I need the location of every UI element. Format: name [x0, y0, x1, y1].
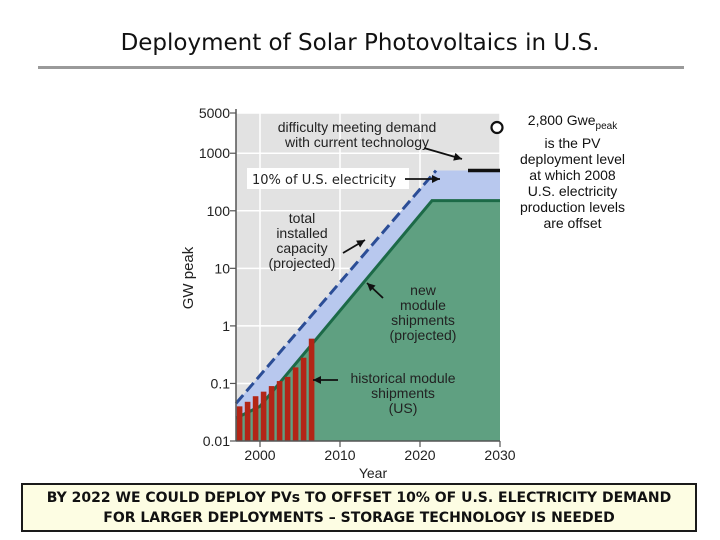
annotation-new-shipments: (projected)	[390, 327, 457, 343]
note-line1-subscript: peak	[595, 120, 618, 132]
y-tick-label: 0.01	[203, 433, 230, 449]
banner-line-1: BY 2022 WE COULD DEPLOY PVs TO OFFSET 10…	[46, 490, 672, 506]
annotation-historical-shipments: (US)	[389, 400, 418, 416]
historical-shipment-bar	[236, 406, 243, 441]
annotation-installed-capacity: (projected)	[269, 255, 336, 271]
x-tick-label: 2000	[244, 447, 275, 463]
y-tick-label: 1000	[199, 145, 230, 161]
note-line1-prefix: 2,800 Gwe	[527, 112, 596, 128]
historical-shipment-bar	[300, 357, 307, 441]
banner-line-2: FOR LARGER DEPLOYMENTS – STORAGE TECHNOL…	[103, 510, 615, 526]
y-axis-label: GW peak	[180, 246, 197, 309]
annotation-new-shipments: shipments	[391, 312, 455, 328]
x-tick-label: 2030	[484, 447, 515, 463]
annotation-historical-shipments: shipments	[371, 385, 435, 401]
note-line: U.S. electricity	[527, 182, 618, 199]
x-tick-label: 2020	[404, 447, 435, 463]
annotation-installed-capacity: installed	[276, 225, 327, 241]
y-tick-label: 0.1	[211, 375, 231, 391]
note-line: production levels	[519, 198, 626, 215]
deployment-target-marker	[490, 120, 504, 135]
y-tick-label: 10	[214, 260, 230, 276]
historical-shipment-bar	[292, 367, 299, 441]
annotation-ten-percent: 10% of U.S. electricity	[252, 173, 397, 188]
historical-shipment-bar	[284, 376, 291, 441]
historical-shipment-bar	[308, 338, 315, 441]
y-tick-label: 100	[207, 203, 231, 219]
x-axis-label: Year	[359, 465, 388, 481]
annotation-difficulty-demand: difficulty meeting demand	[278, 119, 437, 135]
note-line: are offset	[543, 214, 602, 231]
annotation-installed-arrow-head	[356, 240, 365, 248]
annotation-difficulty-demand: with current technology	[284, 134, 429, 150]
historical-shipment-bar	[268, 386, 275, 441]
annotation-new-shipments: module	[400, 297, 446, 313]
note-line: is the PV	[544, 134, 601, 151]
conclusion-banner: BY 2022 WE COULD DEPLOY PVs TO OFFSET 10…	[21, 483, 697, 532]
annotation-ten-percent-arrow-head	[432, 175, 440, 183]
historical-shipment-bar	[260, 391, 267, 441]
note-line: at which 2008	[529, 166, 616, 183]
installed-capacity-dashed-line	[234, 169, 438, 405]
annotation-difficulty-arrow-head	[453, 152, 462, 161]
ten-percent-label-box	[247, 168, 409, 189]
historical-shipment-bar	[244, 401, 251, 441]
slide-title: Deployment of Solar Photovoltaics in U.S…	[120, 30, 600, 56]
y-tick-label: 5000	[199, 105, 230, 121]
annotation-installed-capacity: total	[289, 210, 315, 226]
annotation-new-shipments: new	[410, 282, 437, 298]
title-divider	[38, 66, 684, 69]
annotation-new-shipments-arrow-head	[367, 283, 376, 292]
deployment-note: 2,800 Gwepeak is the PV deployment level…	[505, 112, 640, 231]
annotation-installed-capacity: capacity	[276, 240, 327, 256]
historical-shipment-bar	[252, 396, 259, 441]
note-line: deployment level	[519, 150, 626, 167]
historical-shipment-bar	[276, 381, 283, 441]
x-tick-label: 2010	[324, 447, 355, 463]
annotation-historical-shipments: historical module	[350, 370, 455, 386]
y-tick-label: 1	[222, 318, 230, 334]
annotation-historical-arrow-head	[313, 376, 321, 384]
